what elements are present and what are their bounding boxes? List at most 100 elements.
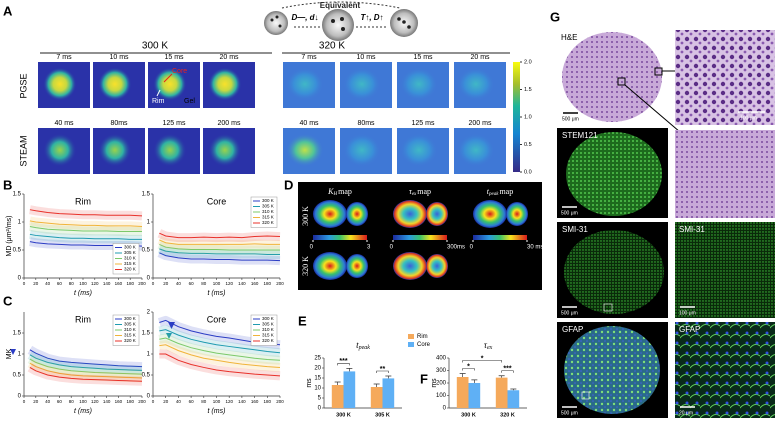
- colorbar-label: 0: [310, 245, 314, 251]
- zoom-box: [603, 303, 613, 312]
- x-tick-label: 200: [138, 281, 146, 286]
- y-tick-label: 15: [314, 376, 321, 382]
- x-axis-label: t (ms): [208, 290, 226, 297]
- image-label: STEM121: [562, 131, 598, 140]
- y-tick-label: 0: [318, 406, 322, 412]
- x-tick-label: 160: [115, 281, 123, 286]
- legend-label: 320 K: [124, 338, 136, 343]
- panel-label: B: [3, 177, 12, 192]
- error-bar: [346, 368, 353, 372]
- tissue: [564, 326, 660, 414]
- map-blob: [426, 254, 448, 278]
- y-tick-label: 25: [314, 356, 321, 362]
- legend-label: 315 K: [262, 333, 274, 338]
- map-blob: [313, 252, 347, 280]
- image-label: GFAP: [562, 325, 583, 334]
- x-tick-label: 120: [225, 399, 233, 404]
- legend-label: 310 K: [262, 327, 274, 332]
- time-label: 7 ms: [301, 54, 317, 61]
- x-tick-label: 140: [238, 281, 246, 286]
- image-label: SMI-31: [679, 225, 705, 234]
- y-tick-label: 1: [18, 352, 22, 358]
- icon: [402, 20, 406, 24]
- line: [29, 233, 142, 240]
- x-tick-label: 40: [45, 281, 51, 286]
- scale-label: 500 μm: [561, 310, 578, 316]
- error-bar: [385, 375, 392, 379]
- y-tick-label: 0.5: [142, 248, 151, 254]
- tissue: [153, 67, 187, 101]
- legend-label: 315 K: [124, 333, 136, 338]
- scale-label: 500 μm: [561, 210, 578, 216]
- line: [29, 362, 143, 379]
- icon: [275, 15, 279, 19]
- line: [159, 329, 281, 354]
- tissue: [400, 67, 438, 101]
- colorbar-label: 0: [470, 245, 474, 251]
- marker: [166, 333, 172, 339]
- x-tick-label: 180: [264, 399, 272, 404]
- tissue: [286, 67, 324, 101]
- image: [675, 130, 775, 218]
- significance-bracket: [376, 370, 389, 373]
- legend-label: 320 K: [262, 338, 274, 343]
- x-axis-label: t (ms): [208, 408, 226, 415]
- icon: [331, 19, 335, 23]
- region-label: Rim: [152, 98, 165, 105]
- x-tick-label: 0: [152, 399, 155, 404]
- panel-label: D: [284, 177, 293, 192]
- y-tick-label: 0: [18, 394, 22, 400]
- significance-bracket: [462, 360, 502, 363]
- row-label: STEAM: [18, 135, 28, 166]
- colorbar: [313, 235, 367, 240]
- x-tick-label: 60: [189, 399, 195, 404]
- time-label: 200 ms: [469, 120, 492, 127]
- line: [159, 353, 281, 377]
- bar: [456, 377, 469, 408]
- y-tick-label: 1.5: [142, 331, 151, 337]
- legend-label: 310 K: [262, 209, 274, 214]
- legend-swatch: [408, 342, 414, 347]
- title-symbol: τ: [484, 340, 488, 350]
- line: [29, 209, 143, 217]
- tissue: [566, 132, 662, 216]
- line: [159, 248, 280, 255]
- error-bar: [373, 383, 380, 387]
- icon: [340, 17, 344, 21]
- tissue: [208, 133, 242, 167]
- row-label: PGSE: [18, 73, 28, 98]
- x-tick-label: 120: [225, 281, 233, 286]
- y-tick-label: 0.5: [142, 373, 151, 379]
- icon: [322, 9, 354, 41]
- time-label: 40 ms: [54, 120, 74, 127]
- x-tick-label: 305 K: [375, 412, 390, 418]
- x-tick-label: 140: [103, 399, 111, 404]
- zoom-box: [581, 391, 590, 400]
- x-tick-label: 180: [126, 281, 134, 286]
- x-tick-label: 100: [79, 281, 87, 286]
- x-tick-label: 120: [91, 399, 99, 404]
- map-blob: [346, 202, 368, 226]
- y-tick-label: 1.5: [142, 192, 151, 198]
- line: [159, 337, 281, 361]
- image-label: SMI-31: [562, 225, 588, 234]
- line: [159, 344, 281, 368]
- legend-label: 315 K: [262, 215, 274, 220]
- y-tick-label: 10: [314, 386, 321, 392]
- image-label: GFAP: [679, 325, 700, 334]
- legend-label: 305 K: [124, 250, 136, 255]
- significance-bracket: [462, 368, 475, 371]
- bar: [382, 378, 395, 408]
- bar: [507, 390, 520, 408]
- colorbar: [473, 235, 527, 240]
- chart-title: Core: [207, 314, 227, 324]
- icon: [397, 17, 401, 21]
- colorbar: [393, 235, 447, 240]
- significance: ***: [339, 358, 347, 365]
- legend-label: 300 K: [124, 316, 136, 321]
- x-tick-label: 0: [23, 281, 26, 286]
- colorbar-label: 0.5: [524, 142, 532, 148]
- map-blob: [473, 200, 507, 228]
- colorbar: [513, 62, 520, 172]
- map-title: tpeakmap: [487, 187, 513, 197]
